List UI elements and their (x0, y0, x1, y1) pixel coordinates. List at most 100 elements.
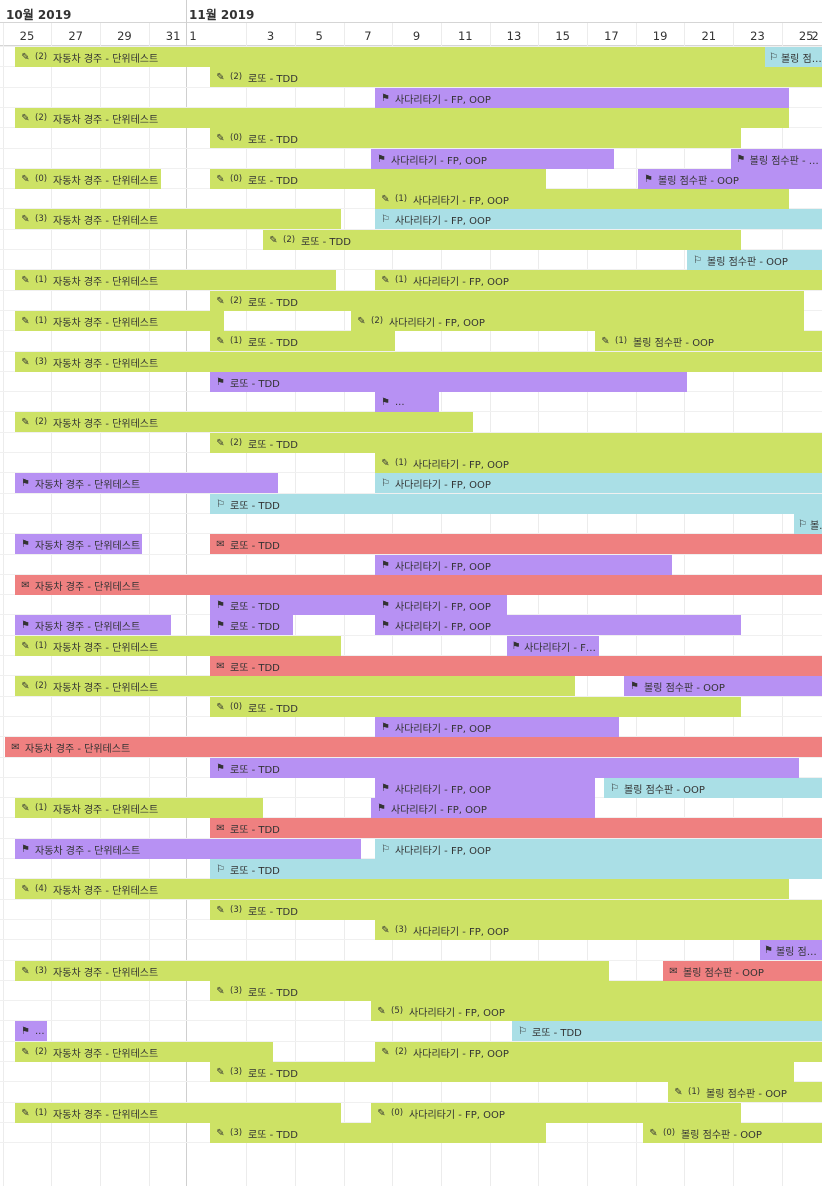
task-bar[interactable]: ✎ (3) 자동차 경주 - 단위테스트 (15, 209, 341, 229)
task-bar[interactable]: ⚑사다리타기 - FP, OOP (375, 717, 619, 737)
task-bar[interactable]: ⚑사다리타기 - FP, OOP (375, 88, 789, 108)
task-bar[interactable]: ✎ (2) 자동차 경주 - 단위테스트 (15, 1042, 273, 1062)
task-bar[interactable]: ⚑... (375, 392, 439, 412)
task-bar[interactable]: ✎ (1) 볼링 점수판 - OOP (595, 331, 822, 351)
task-bar[interactable]: ✎ (3) 로또 - TDD (210, 1062, 794, 1082)
task-bar[interactable]: ⚑볼링 점수판 - OOP (624, 676, 822, 696)
task-bar[interactable]: ✎ (4) 자동차 경주 - 단위테스트 (15, 879, 789, 899)
task-bar[interactable]: ⚐ 사다리타기 - FP, OOP (375, 839, 822, 859)
task-bar[interactable]: ✎ (0) 자동차 경주 - 단위테스트 (15, 169, 161, 189)
header-divider (0, 22, 822, 23)
task-bar[interactable]: ⚑ 자동차 경주 - 단위테스트 (15, 615, 171, 635)
grid-line (587, 23, 589, 1186)
comment-count: (0) (391, 1108, 404, 1118)
task-bar[interactable]: ✎ (2) 자동차 경주 - 단위테스트 (15, 108, 789, 128)
task-bar[interactable]: ✎ (3) 로또 - TDD (210, 981, 822, 1001)
task-bar[interactable]: ✎ (0) 로또 - TDD (210, 169, 546, 189)
task-bar[interactable]: ✉ 로또 - TDD (210, 656, 822, 676)
task-bar[interactable]: ✎ (3) 자동차 경주 - 단위테스트 (15, 961, 609, 981)
task-bar[interactable]: ✉ 로또 - TDD (210, 534, 822, 554)
task-bar[interactable]: ⚑ 로또 - TDD (210, 758, 799, 778)
task-bar[interactable]: ✎ (1) 자동차 경주 - 단위테스트 (15, 270, 336, 290)
task-bar[interactable]: ✎ (1) 볼링 점수판 - OOP (668, 1082, 822, 1102)
task-bar[interactable]: ✎ (1) 로또 - TDD (210, 331, 395, 351)
task-label: 볼링 점수판 - OOP (681, 1129, 762, 1141)
task-bar[interactable]: ✎ (2) 로또 - TDD (263, 230, 741, 250)
task-label: 볼링 점수판 - OOP (707, 256, 788, 268)
task-bar[interactable]: ✎ (0) 사다리타기 - FP, OOP (371, 1103, 741, 1123)
task-bar[interactable]: ⚐볼링 점수판 - OOP (604, 778, 822, 798)
task-bar[interactable]: ⚐ 사다리타기 - FP, OOP (375, 473, 822, 493)
task-bar[interactable]: ✎ (0) 볼링 점수판 - OOP (643, 1123, 822, 1143)
task-bar[interactable]: ✎ (3) 로또 - TDD (210, 900, 822, 920)
task-bar[interactable]: ✎ (0) 로또 - TDD (210, 128, 741, 148)
task-bar[interactable]: ✎ (3) 로또 - TDD (210, 1123, 546, 1143)
flag-icon: ⚑ (21, 477, 30, 489)
task-bar[interactable]: ✉ 자동차 경주 - 단위테스트 (15, 575, 822, 595)
task-bar[interactable]: ✎ (2) 사다리타기 - FP, OOP (351, 311, 804, 331)
task-bar[interactable]: ✎ (2) 로또 - TDD (210, 433, 822, 453)
task-bar[interactable]: ✎ (2) 자동차 경주 - 단위테스트 (15, 412, 473, 432)
task-bar[interactable]: ⚐ 로또 - TDD (512, 1021, 822, 1041)
flag-icon: ⚑ (216, 599, 225, 611)
flag-icon: ⚑ (381, 396, 390, 408)
task-bar[interactable]: ⚐ 로또 - TDD (210, 494, 822, 514)
task-bar[interactable]: ✎ (2) 사다리타기 - FP, OOP (375, 1042, 822, 1062)
task-bar[interactable]: ⚑... (15, 1021, 47, 1041)
task-label: 로또 - TDD (248, 73, 298, 85)
review-icon: ✎ (216, 904, 225, 916)
comment-count: (0) (35, 174, 48, 184)
task-bar[interactable]: ⚑ 자동차 경주 - 단위테스트 (15, 839, 361, 859)
row-separator (0, 757, 822, 758)
task-bar[interactable]: ⚑사다리타기 - FP, OOP (375, 555, 672, 575)
task-bar[interactable]: ⚑사다리타기 - FP, OOP (375, 595, 507, 615)
task-bar[interactable]: ✎ (3) 사다리타기 - FP, OOP (375, 920, 822, 940)
task-bar[interactable]: ⚑ 자동차 경주 - 단위테스트 (15, 473, 278, 493)
task-bar[interactable]: ⚑ 로또 - TDD (210, 615, 293, 635)
task-bar[interactable]: ⚑ 로또 - TDD (210, 595, 375, 615)
task-bar[interactable]: ✎ (5) 사다리타기 - FP, OOP (371, 1001, 822, 1021)
task-bar[interactable]: ✎ (2) 자동차 경주 - 단위테스트 (15, 47, 765, 67)
task-bar[interactable]: ⚑사다리타기 - FP, OOP (507, 636, 599, 656)
task-bar[interactable]: ⚑ 로또 - TDD (210, 372, 687, 392)
task-bar[interactable]: ⚑사다리타기 - FP, OOP (375, 615, 741, 635)
comment-count: (2) (35, 417, 48, 427)
comment-count: (2) (35, 1047, 48, 1057)
flag-icon: ⚑ (630, 680, 639, 692)
task-bar[interactable]: ✎ (3) 자동차 경주 - 단위테스트 (15, 352, 822, 372)
task-bar[interactable]: ✎ (1) 사다리타기 - FP, OOP (375, 189, 789, 209)
task-bar[interactable]: ⚐ 사다리타기 - FP, OOP (375, 209, 822, 229)
task-label: 로또 - TDD (248, 987, 298, 999)
task-bar[interactable]: ⚑볼링 점수판 - OOP (760, 940, 822, 960)
task-bar[interactable]: ✉ 자동차 경주 - 단위테스트 (5, 737, 822, 757)
review-icon: ✎ (216, 1066, 225, 1078)
task-bar[interactable]: ✉ 로또 - TDD (210, 818, 822, 838)
check-flag-icon: ⚐ (381, 477, 390, 489)
task-bar[interactable]: ⚑볼링 점수판 - OOP (731, 149, 822, 169)
task-bar[interactable]: ⚑ 자동차 경주 - 단위테스트 (15, 534, 142, 554)
task-bar[interactable]: ⚑사다리타기 - FP, OOP (371, 149, 614, 169)
task-bar[interactable]: ✎ (1) 자동차 경주 - 단위테스트 (15, 311, 224, 331)
task-bar[interactable]: ✎ (1) 사다리타기 - FP, OOP (375, 270, 822, 290)
review-icon: ✎ (649, 1127, 658, 1139)
task-bar[interactable]: ✎ (2) 로또 - TDD (210, 291, 804, 311)
task-bar[interactable]: ✎ (1) 자동차 경주 - 단위테스트 (15, 636, 341, 656)
task-bar[interactable]: ✎ (2) 자동차 경주 - 단위테스트 (15, 676, 575, 696)
task-label: 로또 - TDD (230, 621, 280, 633)
task-bar[interactable]: ⚑사다리타기 - FP, OOP (375, 778, 595, 798)
task-bar[interactable]: ⚑사다리타기 - FP, OOP (371, 798, 595, 818)
task-bar[interactable]: ⚐볼링 점수판 - OOP (794, 514, 822, 534)
task-bar[interactable]: ✎ (1) 자동차 경주 - 단위테스트 (15, 1103, 341, 1123)
task-bar[interactable]: ✎ (0) 로또 - TDD (210, 697, 741, 717)
row-separator (0, 696, 822, 697)
task-bar[interactable]: ⚐볼링 점수판 - OOP (765, 47, 822, 67)
task-bar[interactable]: ✎ (1) 자동차 경주 - 단위테스트 (15, 798, 263, 818)
task-bar[interactable]: ✉ 볼링 점수판 - OOP (663, 961, 822, 981)
task-label: 사다리타기 - FP, OOP (524, 642, 599, 654)
task-bar[interactable]: ⚐ 로또 - TDD (210, 859, 822, 879)
review-icon: ✎ (381, 924, 390, 936)
task-bar[interactable]: ⚑볼링 점수판 - OOP (638, 169, 822, 189)
task-bar[interactable]: ⚐볼링 점수판 - OOP (687, 250, 822, 270)
task-bar[interactable]: ✎ (1) 사다리타기 - FP, OOP (375, 453, 822, 473)
task-bar[interactable]: ✎ (2) 로또 - TDD (210, 67, 822, 87)
